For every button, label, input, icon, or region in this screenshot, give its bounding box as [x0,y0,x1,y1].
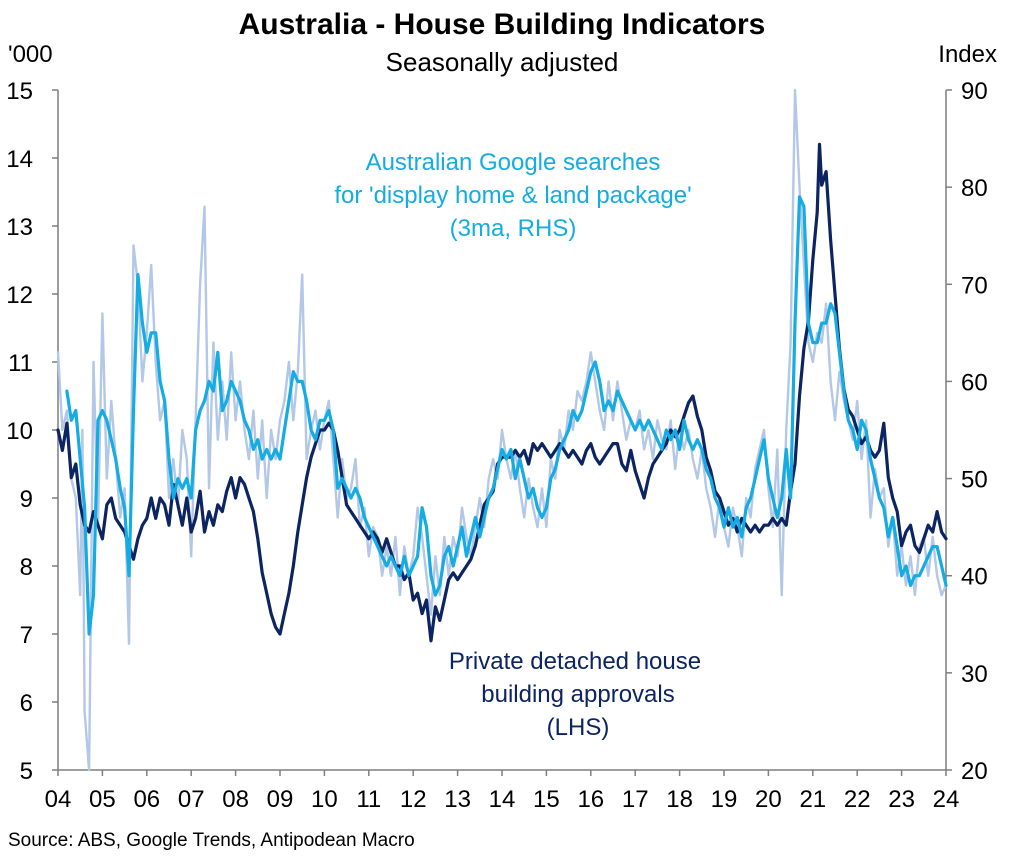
axes-group: 5 6 7 8 9 10 11 12 13 14 15 20 30 40 50 60 70 80 90 04 05 06 0… [6,78,987,813]
x-tick-label: 08 [222,786,249,813]
approvals-annotation-line-1: Private detached house [449,648,701,675]
x-tick-label: 07 [178,786,205,813]
x-tick-label: 17 [622,786,649,813]
left-tick-label: 13 [6,214,33,241]
x-tick-label: 11 [356,786,381,813]
source-note: Source: ABS, Google Trends, Antipodean M… [8,830,415,851]
approvals-annotation-line-2: building approvals [481,681,674,708]
right-tick-label: 60 [961,369,988,396]
x-tick-label: 24 [933,786,960,813]
x-tick-label: 20 [755,786,782,813]
left-tick-label: 15 [6,78,33,105]
series-lines [56,88,948,772]
searches-annotation-line-3: (3ma, RHS) [450,215,577,242]
x-tick-label: 21 [799,786,826,813]
right-tick-label: 50 [961,467,988,494]
x-tick-label: 23 [888,786,915,813]
left-tick-label: 11 [8,350,33,377]
chart-title: Australia - House Building Indicators [239,8,766,41]
x-tick-label: 09 [267,786,294,813]
x-tick-label: 18 [666,786,693,813]
x-tick-label: 05 [89,786,116,813]
right-tick-label: 80 [961,175,988,202]
right-tick-label: 30 [961,661,988,688]
chart-subtitle: Seasonally adjusted [386,47,619,77]
left-tick-label: 14 [6,146,33,173]
left-tick-label: 10 [6,418,33,445]
approvals-annotation-line-3: (LHS) [547,714,610,741]
searches-annotation-line-1: Australian Google searches [366,149,661,176]
searches-3ma-line [65,195,948,636]
x-tick-label: 22 [844,786,871,813]
x-tick-label: 06 [133,786,160,813]
x-tick-label: 16 [577,786,604,813]
right-tick-label: 70 [961,272,988,299]
right-tick-label: 40 [961,564,988,591]
right-axis-unit: Index [938,41,997,68]
left-tick-label: 8 [20,554,33,581]
left-tick-label: 6 [20,690,33,717]
searches-annotation-line-2: for 'display home & land package' [334,182,691,209]
left-tick-label: 5 [20,758,33,785]
x-tick-label: 19 [711,786,738,813]
left-tick-label: 7 [20,622,33,649]
right-tick-label: 90 [961,78,988,105]
x-tick-label: 14 [489,786,516,813]
x-tick-label: 04 [45,786,72,813]
x-tick-label: 13 [444,786,471,813]
left-tick-label: 12 [6,282,33,309]
left-axis-unit: '000 [8,41,53,68]
x-tick-label: 10 [311,786,338,813]
x-tick-label: 15 [533,786,560,813]
right-tick-label: 20 [961,758,988,785]
x-tick-label: 12 [400,786,427,813]
left-tick-label: 9 [20,486,33,513]
